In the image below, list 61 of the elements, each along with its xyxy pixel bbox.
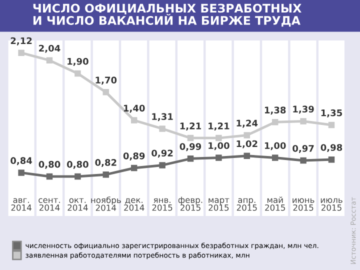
data-label: 1,21 — [180, 122, 202, 131]
point — [272, 154, 278, 161]
point — [159, 162, 166, 168]
x-tick-label: дек. 2014 — [124, 198, 144, 211]
point — [18, 50, 24, 56]
x-tick-label: май 2015 — [265, 196, 285, 211]
data-label: 2,12 — [10, 37, 32, 46]
data-label: 0,92 — [152, 150, 173, 158]
point — [300, 157, 306, 164]
point — [130, 164, 138, 172]
data-label: 0,98 — [320, 144, 342, 152]
x-tick-label: окт. 2014 — [68, 198, 88, 211]
data-label: 0,89 — [123, 152, 145, 160]
data-label: 1,02 — [236, 140, 258, 148]
x-tick-label: июнь 2015 — [292, 198, 314, 211]
point — [159, 126, 166, 132]
point — [74, 173, 81, 180]
data-label: 0,97 — [292, 145, 314, 153]
point — [187, 134, 194, 142]
data-label: 0,99 — [180, 143, 202, 152]
point — [187, 156, 194, 162]
data-label: 1,00 — [208, 142, 230, 150]
data-label: 0,80 — [66, 160, 88, 169]
x-tick-label: янв. 2015 — [152, 198, 172, 211]
data-label: 0,80 — [38, 160, 60, 169]
point — [244, 152, 250, 159]
x-tick-label: июль 2015 — [320, 198, 342, 211]
point — [300, 118, 306, 124]
point — [74, 70, 81, 77]
point — [130, 117, 138, 124]
point — [46, 57, 53, 64]
x-tick-label: март 2015 — [208, 198, 230, 211]
point — [328, 122, 335, 128]
point — [328, 156, 335, 163]
data-label: 1,35 — [321, 109, 342, 118]
data-label: 1,21 — [208, 122, 230, 131]
point — [46, 173, 53, 180]
data-label: 0,84 — [10, 157, 32, 166]
point — [272, 119, 278, 126]
point — [102, 89, 110, 96]
data-label: 2,04 — [39, 44, 60, 53]
point — [216, 134, 222, 142]
data-label: 1,38 — [264, 106, 286, 115]
data-label: 1,40 — [124, 104, 145, 113]
point — [102, 171, 110, 178]
data-label: 0,82 — [95, 159, 116, 168]
data-label: 1,00 — [264, 142, 286, 150]
data-label: 1,39 — [293, 106, 314, 114]
data-label: 1,90 — [68, 58, 88, 66]
point — [216, 154, 222, 161]
data-label: 1,70 — [96, 76, 117, 85]
x-tick-label: авг. 2014 — [11, 198, 32, 211]
chart-title: ЧИСЛО ОФИЦИАЛЬНЫХ БЕЗРАБОТНЫХ И ЧИСЛО ВАКАНСИЙ НА БИРЖЕ ТРУДА — [33, 4, 302, 27]
x-tick-label: февр. 2015 — [178, 196, 202, 211]
point — [18, 170, 24, 176]
x-tick-label: сент. 2014 — [38, 198, 60, 211]
point — [244, 132, 250, 138]
data-label: 1,24 — [236, 120, 258, 128]
x-tick-label: апр. 2015 — [236, 198, 257, 211]
x-tick-label: ноябрь 2014 — [91, 196, 121, 211]
data-label: 1,31 — [152, 113, 173, 122]
